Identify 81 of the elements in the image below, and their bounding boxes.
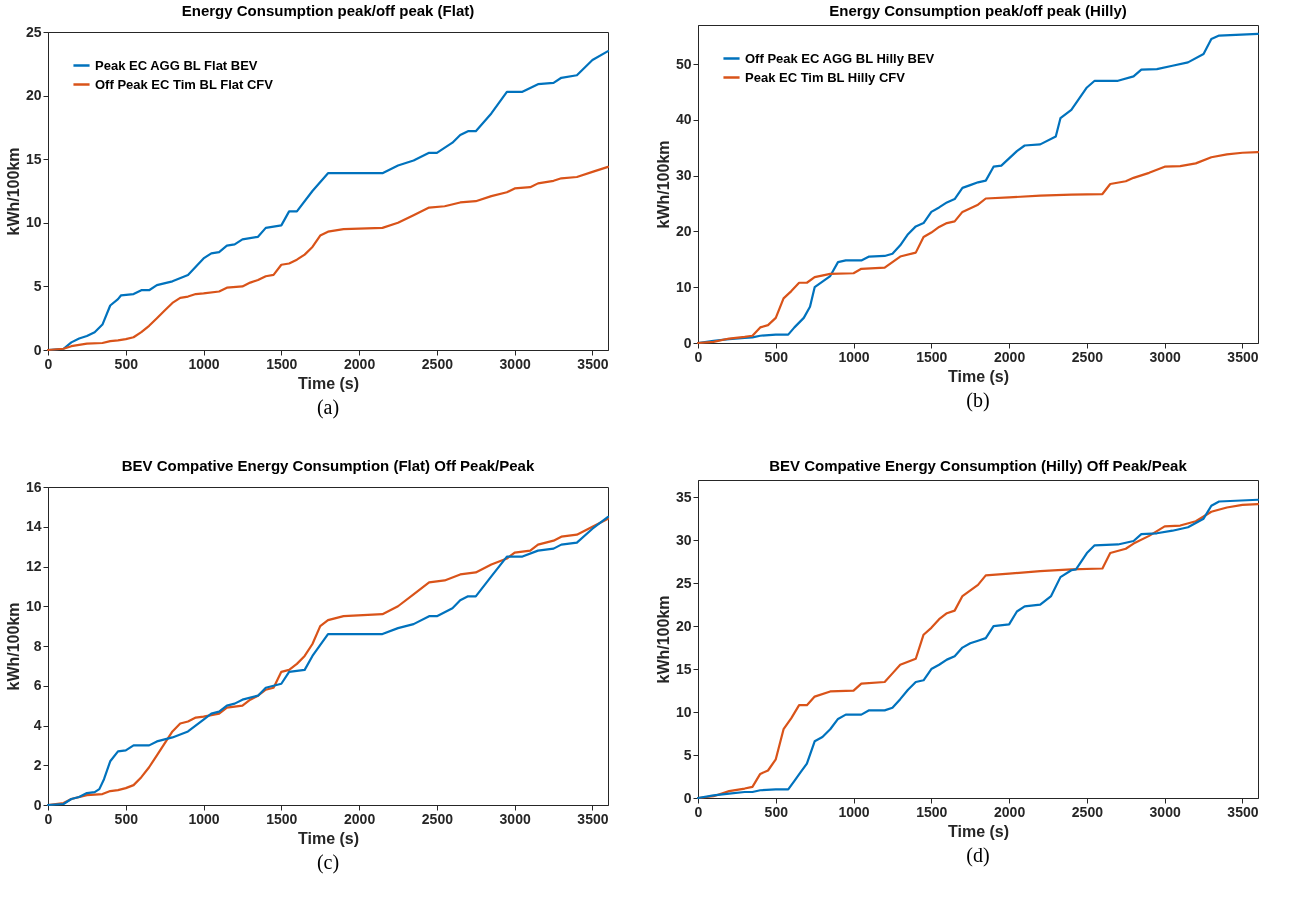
chart-title: BEV Compative Energy Consumption (Flat) Off Peak/Peak bbox=[121, 457, 535, 474]
legend-label: Off Peak EC AGG BL Hilly BEV bbox=[745, 50, 935, 66]
x-tick-label: 0 bbox=[694, 348, 703, 365]
x-tick-label: 3000 bbox=[1149, 803, 1181, 820]
x-tick-label: 500 bbox=[764, 348, 789, 365]
y-axis-title: kWh/100km bbox=[654, 595, 672, 684]
y-tick-label: 10 bbox=[675, 703, 692, 720]
y-tick-label: 0 bbox=[683, 789, 692, 806]
x-tick-label: 500 bbox=[114, 355, 139, 372]
x-tick-label: 2000 bbox=[994, 803, 1026, 820]
x-tick-label: 1500 bbox=[266, 810, 298, 827]
y-tick-label: 20 bbox=[675, 617, 692, 634]
y-tick-label: 20 bbox=[675, 222, 692, 239]
x-tick-label: 1000 bbox=[838, 348, 870, 365]
y-tick-label: 10 bbox=[25, 597, 42, 614]
y-tick-label: 25 bbox=[25, 23, 42, 40]
y-tick-label: 20 bbox=[25, 87, 42, 104]
x-tick-label: 500 bbox=[764, 803, 789, 820]
text: (c) bbox=[316, 851, 340, 874]
y-tick-label: 2 bbox=[33, 756, 42, 773]
y-tick-label: 30 bbox=[675, 167, 692, 184]
x-tick-label: 1000 bbox=[838, 803, 870, 820]
x-tick-label: 3500 bbox=[577, 810, 609, 827]
x-axis-title: Time (s) bbox=[947, 822, 1010, 840]
chart-title: Energy Consumption peak/off peak (Flat) bbox=[181, 2, 475, 19]
y-axis-title: kWh/100km bbox=[4, 147, 22, 236]
line-series bbox=[46, 165, 610, 352]
y-tick-label: 6 bbox=[33, 677, 42, 694]
y-tick-label: 10 bbox=[675, 278, 692, 295]
x-tick-label: 1500 bbox=[266, 355, 298, 372]
y-axis-title: kWh/100km bbox=[654, 140, 672, 229]
x-axis-title: Time (s) bbox=[947, 367, 1010, 385]
y-axis-title: kWh/100km bbox=[4, 602, 22, 691]
y-tick-label: 8 bbox=[33, 637, 42, 654]
y-tick-label: 5 bbox=[683, 746, 692, 763]
x-tick-label: 1500 bbox=[916, 803, 948, 820]
y-tick-label: 4 bbox=[33, 717, 42, 733]
x-tick-label: 2500 bbox=[1071, 803, 1104, 820]
text: (d) bbox=[966, 844, 990, 867]
x-tick-label: 3500 bbox=[1227, 348, 1259, 365]
x-tick-label: 0 bbox=[44, 355, 53, 372]
legend-label: Peak EC Tim BL Hilly CFV bbox=[745, 69, 906, 85]
x-tick-label: 3500 bbox=[1227, 803, 1259, 820]
y-tick-label: 14 bbox=[25, 518, 42, 535]
x-tick-label: 1000 bbox=[188, 355, 220, 372]
x-axis-title: Time (s) bbox=[297, 829, 360, 847]
legend-label: Peak EC AGG BL Flat BEV bbox=[95, 57, 258, 73]
y-tick-label: 5 bbox=[33, 277, 42, 294]
y-tick-label: 10 bbox=[25, 214, 42, 231]
x-tick-label: 500 bbox=[114, 810, 139, 827]
chart-title: BEV Compative Energy Consumption (Hilly) Off Peak/Peak bbox=[769, 457, 1188, 474]
text: (a) bbox=[316, 396, 340, 419]
chart-title: Energy Consumption peak/off peak (Hilly) bbox=[829, 2, 1127, 19]
y-tick-label: 15 bbox=[675, 660, 692, 677]
x-tick-label: 0 bbox=[694, 803, 703, 820]
x-tick-label: 0 bbox=[44, 810, 53, 827]
y-tick-label: 12 bbox=[25, 558, 42, 574]
x-tick-label: 2500 bbox=[1071, 348, 1104, 365]
legend-label: Off Peak EC Tim BL Flat CFV bbox=[95, 76, 274, 92]
y-tick-label: 16 bbox=[25, 478, 42, 495]
x-tick-label: 2000 bbox=[994, 348, 1026, 365]
y-tick-label: 40 bbox=[675, 111, 692, 128]
y-tick-label: 50 bbox=[675, 55, 692, 72]
text: (b) bbox=[966, 389, 990, 412]
line-series bbox=[696, 151, 1260, 345]
x-tick-label: 2000 bbox=[344, 355, 376, 372]
x-tick-label: 3000 bbox=[499, 355, 531, 372]
y-tick-label: 30 bbox=[675, 531, 692, 548]
x-tick-label: 2500 bbox=[421, 355, 454, 372]
x-axis-title: Time (s) bbox=[297, 374, 360, 392]
x-tick-label: 3000 bbox=[499, 810, 531, 827]
x-tick-label: 3500 bbox=[577, 355, 609, 372]
x-tick-label: 2000 bbox=[344, 810, 376, 827]
y-tick-label: 0 bbox=[683, 334, 692, 351]
y-tick-label: 15 bbox=[25, 150, 42, 167]
x-tick-label: 3000 bbox=[1149, 348, 1181, 365]
x-tick-label: 2500 bbox=[421, 810, 454, 827]
y-tick-label: 25 bbox=[675, 574, 692, 591]
y-tick-label: 35 bbox=[675, 488, 692, 505]
x-tick-label: 1500 bbox=[916, 348, 948, 365]
x-tick-label: 1000 bbox=[188, 810, 220, 827]
